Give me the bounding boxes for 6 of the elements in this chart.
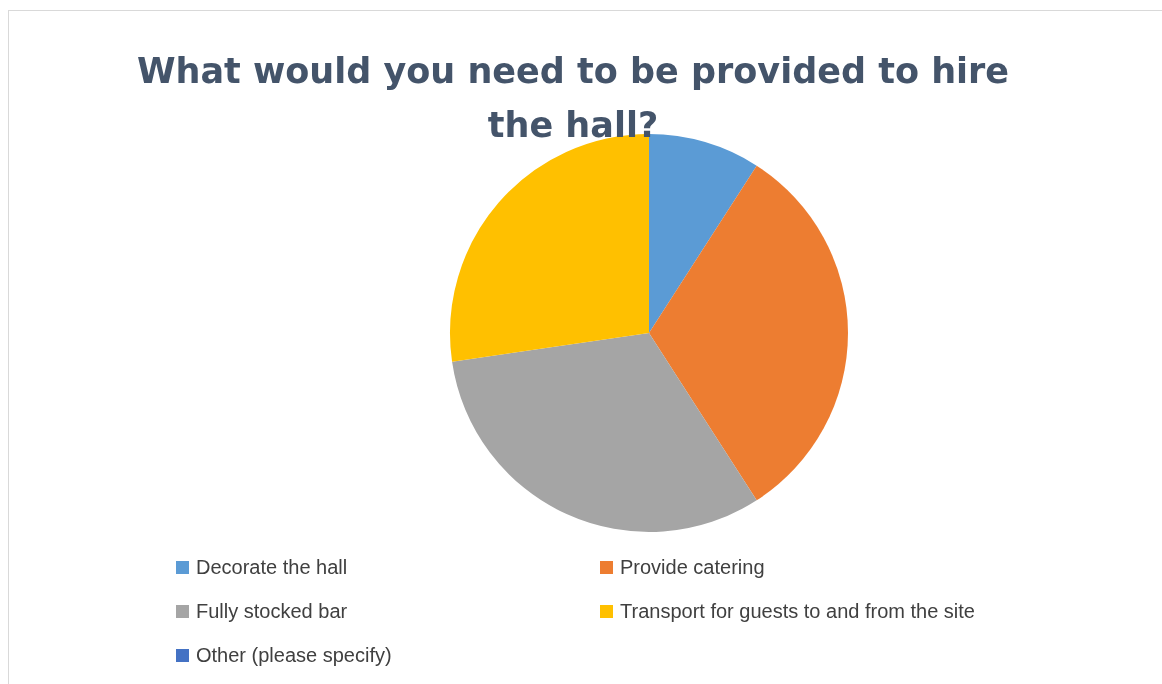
legend-label: Transport for guests to and from the site <box>620 599 975 623</box>
legend-label: Other (please specify) <box>196 643 392 667</box>
legend-label: Decorate the hall <box>196 555 348 579</box>
legend-label: Fully stocked bar <box>196 599 348 623</box>
chart-title: What would you need to be provided to hire the hall? <box>135 50 1011 147</box>
legend-label: Provide catering <box>620 555 765 579</box>
